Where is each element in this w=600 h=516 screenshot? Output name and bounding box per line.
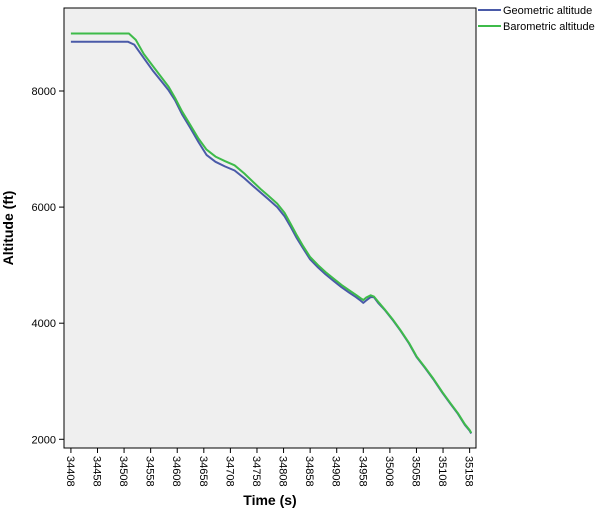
x-tick-label: 34458	[90, 456, 102, 487]
x-tick-label: 34958	[356, 456, 368, 487]
axes: 2000 4000 6000 8000 34408 34458 34508 34558 3460…	[32, 86, 475, 487]
x-tick-label: 35158	[463, 456, 475, 487]
series-line-barometric-altitude	[70, 32, 473, 434]
y-tick-label: 6000	[32, 202, 56, 214]
series-layer	[70, 32, 473, 434]
x-tick-label: 34808	[277, 456, 289, 487]
legend-label-geometric: Geometric altitude	[503, 5, 592, 17]
legend: Geometric altitude Barometric altitude	[478, 5, 595, 33]
x-axis-title: Time (s)	[243, 492, 296, 508]
x-tick-label: 34608	[170, 456, 182, 487]
y-tick-label: 2000	[32, 434, 56, 446]
x-tick-label: 35108	[436, 456, 448, 487]
x-tick-label: 34658	[197, 456, 209, 487]
x-tick-label: 34408	[64, 456, 76, 487]
x-tick-label: 34708	[223, 456, 235, 487]
legend-label-barometric: Barometric altitude	[503, 21, 595, 33]
x-tick-label: 34508	[117, 456, 129, 487]
y-tick-label: 4000	[32, 318, 56, 330]
y-tick-label: 8000	[32, 86, 56, 98]
x-tick-label: 34908	[330, 456, 342, 487]
x-tick-label: 34858	[303, 456, 315, 487]
x-tick-label: 35008	[383, 456, 395, 487]
plot-area	[63, 7, 477, 449]
x-tick-label: 34758	[250, 456, 262, 487]
x-tick-label: 35058	[409, 456, 421, 487]
y-axis-title: Altitude (ft)	[0, 191, 16, 266]
x-tick-label: 34558	[144, 456, 156, 487]
